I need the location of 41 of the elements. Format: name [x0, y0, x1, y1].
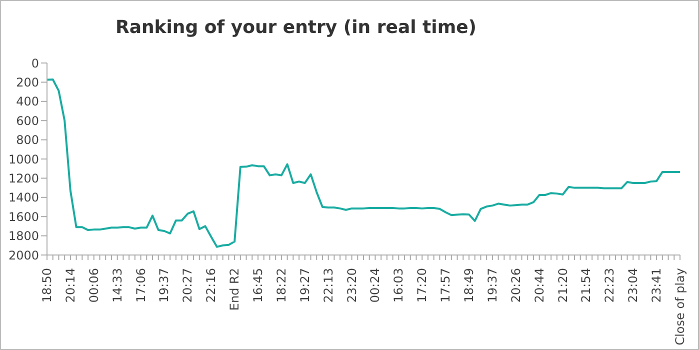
x-tick-label: 14:33 — [110, 268, 124, 303]
y-tick-label: 200 — [16, 75, 39, 90]
x-tick-label: 20:26 — [508, 268, 523, 303]
x-tick-label: 20:14 — [63, 268, 78, 303]
x-tick-label: 22:16 — [204, 268, 218, 303]
x-tick-label: 17:20 — [415, 268, 430, 303]
y-tick-label: 2000 — [8, 248, 39, 262]
y-tick-label: 1600 — [8, 210, 39, 224]
x-tick-label: 00:24 — [368, 268, 382, 303]
chart-title: Ranking of your entry (in real time) — [114, 17, 478, 38]
x-tick-label: 17:06 — [134, 268, 148, 303]
x-tick-label: 00:06 — [86, 268, 101, 303]
x-tick-label: 18:50 — [40, 268, 54, 303]
y-tick-label: 1800 — [8, 229, 39, 244]
x-tick-label: End R2 — [228, 268, 242, 311]
x-tick-label: 22:23 — [602, 268, 617, 303]
x-tick-label: 16:03 — [392, 268, 406, 303]
y-tick-label: 400 — [16, 94, 39, 109]
y-tick-label: 600 — [16, 114, 39, 128]
line-series — [46, 78, 681, 248]
x-tick-label: 16:45 — [251, 268, 265, 303]
x-tick-label: 21:20 — [556, 268, 570, 303]
x-tick-label: 20:44 — [532, 268, 546, 303]
x-tick-label: 19:37 — [157, 268, 172, 303]
x-tick-label: 17:57 — [438, 268, 453, 303]
x-tick-label: 18:49 — [462, 268, 476, 303]
x-tick-label: 23:41 — [650, 268, 664, 303]
x-tick-label: 19:27 — [298, 268, 312, 303]
x-tick-label: Close of play — [673, 268, 687, 346]
x-tick-label: 18:22 — [274, 268, 288, 303]
y-tick-label: 800 — [16, 133, 39, 148]
x-tick-label: 19:37 — [485, 268, 500, 303]
x-tick-label: 22:13 — [321, 268, 336, 303]
y-tick-label: 1000 — [8, 152, 39, 166]
y-tick-label: 1400 — [8, 190, 39, 205]
y-tick-label: 1200 — [8, 171, 39, 186]
x-tick-label: 23:04 — [626, 268, 640, 303]
y-tick-label: 0 — [31, 56, 39, 70]
x-tick-label: 23:20 — [344, 268, 359, 303]
x-tick-label: 20:27 — [180, 268, 195, 303]
x-tick-label: 21:54 — [579, 268, 594, 303]
